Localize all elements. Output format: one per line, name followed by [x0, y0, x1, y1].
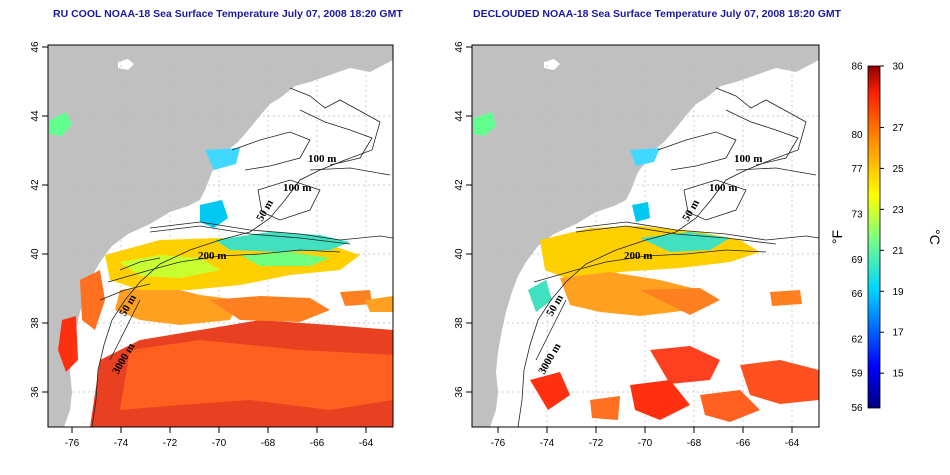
right-map-title: DECLOUDED NOAA-18 Sea Surface Temperatur…	[473, 8, 842, 20]
left-y-tick-label: 36	[30, 386, 41, 398]
right-island	[544, 59, 560, 70]
left-x-tick-label: -64	[359, 438, 374, 449]
celsius-tick-label: 17	[892, 328, 904, 339]
left-x-tick-label: -72	[163, 438, 178, 449]
left-x-tick-label: -66	[310, 438, 325, 449]
right-x-tick-label: -76	[491, 438, 506, 449]
celsius-tick-label: 30	[892, 62, 904, 73]
right-x-tick-label: -68	[687, 438, 702, 449]
right-x-tick-label: -72	[589, 438, 604, 449]
left-x-tick-label: -70	[212, 438, 227, 449]
celsius-tick-label: 25	[892, 164, 904, 175]
left-contour-label: 200 m	[198, 250, 226, 262]
right-sst-field	[474, 112, 819, 422]
left-y-tick-label: 46	[30, 41, 41, 53]
right-y-tick-label: 44	[454, 110, 465, 122]
colorbar-gradient	[867, 65, 881, 409]
right-y-tick-label: 46	[454, 41, 465, 53]
fahrenheit-unit-label: °F	[829, 230, 845, 244]
temperature-colorbar: 86 80 77 73 69 66 62 59 56 30 27 25 23 21 19 17 15 °F °…	[829, 62, 943, 414]
right-y-tick-label: 36	[454, 386, 465, 398]
fahrenheit-tick-label: 80	[851, 130, 863, 141]
fahrenheit-tick-label: 73	[851, 209, 863, 220]
left-y-tick-label: 44	[30, 110, 41, 122]
fahrenheit-tick-labels: 86 80 77 73 69 66 62 59 56	[851, 62, 863, 414]
left-map-title: RU COOL NOAA-18 Sea Surface Temperature …	[53, 8, 403, 20]
celsius-tick-label: 19	[892, 287, 904, 298]
left-x-tick-label: -68	[261, 438, 276, 449]
left-x-tick-label: -76	[65, 438, 80, 449]
right-contour-label: 100 m	[709, 182, 737, 194]
colorbar-ticks	[880, 65, 884, 374]
celsius-tick-label: 15	[892, 369, 904, 380]
fahrenheit-tick-label: 86	[851, 62, 863, 73]
right-x-axis	[497, 427, 793, 433]
left-contour-label: 100 m	[308, 153, 336, 165]
right-x-tick-label: -66	[736, 438, 751, 449]
fahrenheit-tick-label: 59	[851, 369, 863, 380]
fahrenheit-tick-label: 62	[851, 335, 863, 346]
left-y-tick-label: 42	[30, 179, 41, 191]
right-y-axis	[466, 46, 472, 393]
left-contour-label: 100 m	[283, 182, 311, 194]
fahrenheit-tick-label: 77	[851, 164, 863, 175]
celsius-tick-label: 21	[892, 246, 904, 257]
celsius-tick-labels: 30 27 25 23 21 19 17 15	[892, 62, 904, 380]
right-land	[472, 45, 819, 427]
celsius-tick-label: 23	[892, 205, 904, 216]
right-y-tick-label: 42	[454, 179, 465, 191]
right-contour-label: 200 m	[624, 250, 652, 262]
left-island	[118, 59, 134, 70]
left-map-panel: 100 m 100 m 50 m 200 m 50 m 3000 m -76 -…	[30, 41, 394, 449]
left-y-axis	[42, 46, 48, 393]
left-bathymetry-contours	[91, 87, 393, 427]
left-y-tick-label: 40	[30, 248, 41, 260]
right-x-tick-label: -64	[785, 438, 800, 449]
celsius-tick-label: 27	[892, 123, 904, 134]
left-land	[48, 45, 393, 427]
right-map-panel: 100 m 100 m 50 m 200 m 50 m 3000 m -76 -…	[454, 41, 820, 449]
celsius-unit-label: °C	[927, 229, 943, 245]
right-contour-label: 100 m	[734, 153, 762, 165]
left-map-frame	[47, 44, 394, 428]
fahrenheit-tick-label: 69	[851, 255, 863, 266]
left-y-tick-label: 38	[30, 317, 41, 329]
fahrenheit-tick-label: 56	[851, 403, 863, 414]
right-x-tick-label: -70	[638, 438, 653, 449]
left-sst-field	[50, 112, 393, 427]
left-x-tick-label: -74	[114, 438, 129, 449]
left-x-axis	[71, 427, 367, 433]
right-y-tick-label: 40	[454, 248, 465, 260]
fahrenheit-tick-label: 66	[851, 289, 863, 300]
right-x-tick-label: -74	[540, 438, 555, 449]
right-bathymetry-contours	[517, 87, 819, 427]
right-y-tick-label: 38	[454, 317, 465, 329]
